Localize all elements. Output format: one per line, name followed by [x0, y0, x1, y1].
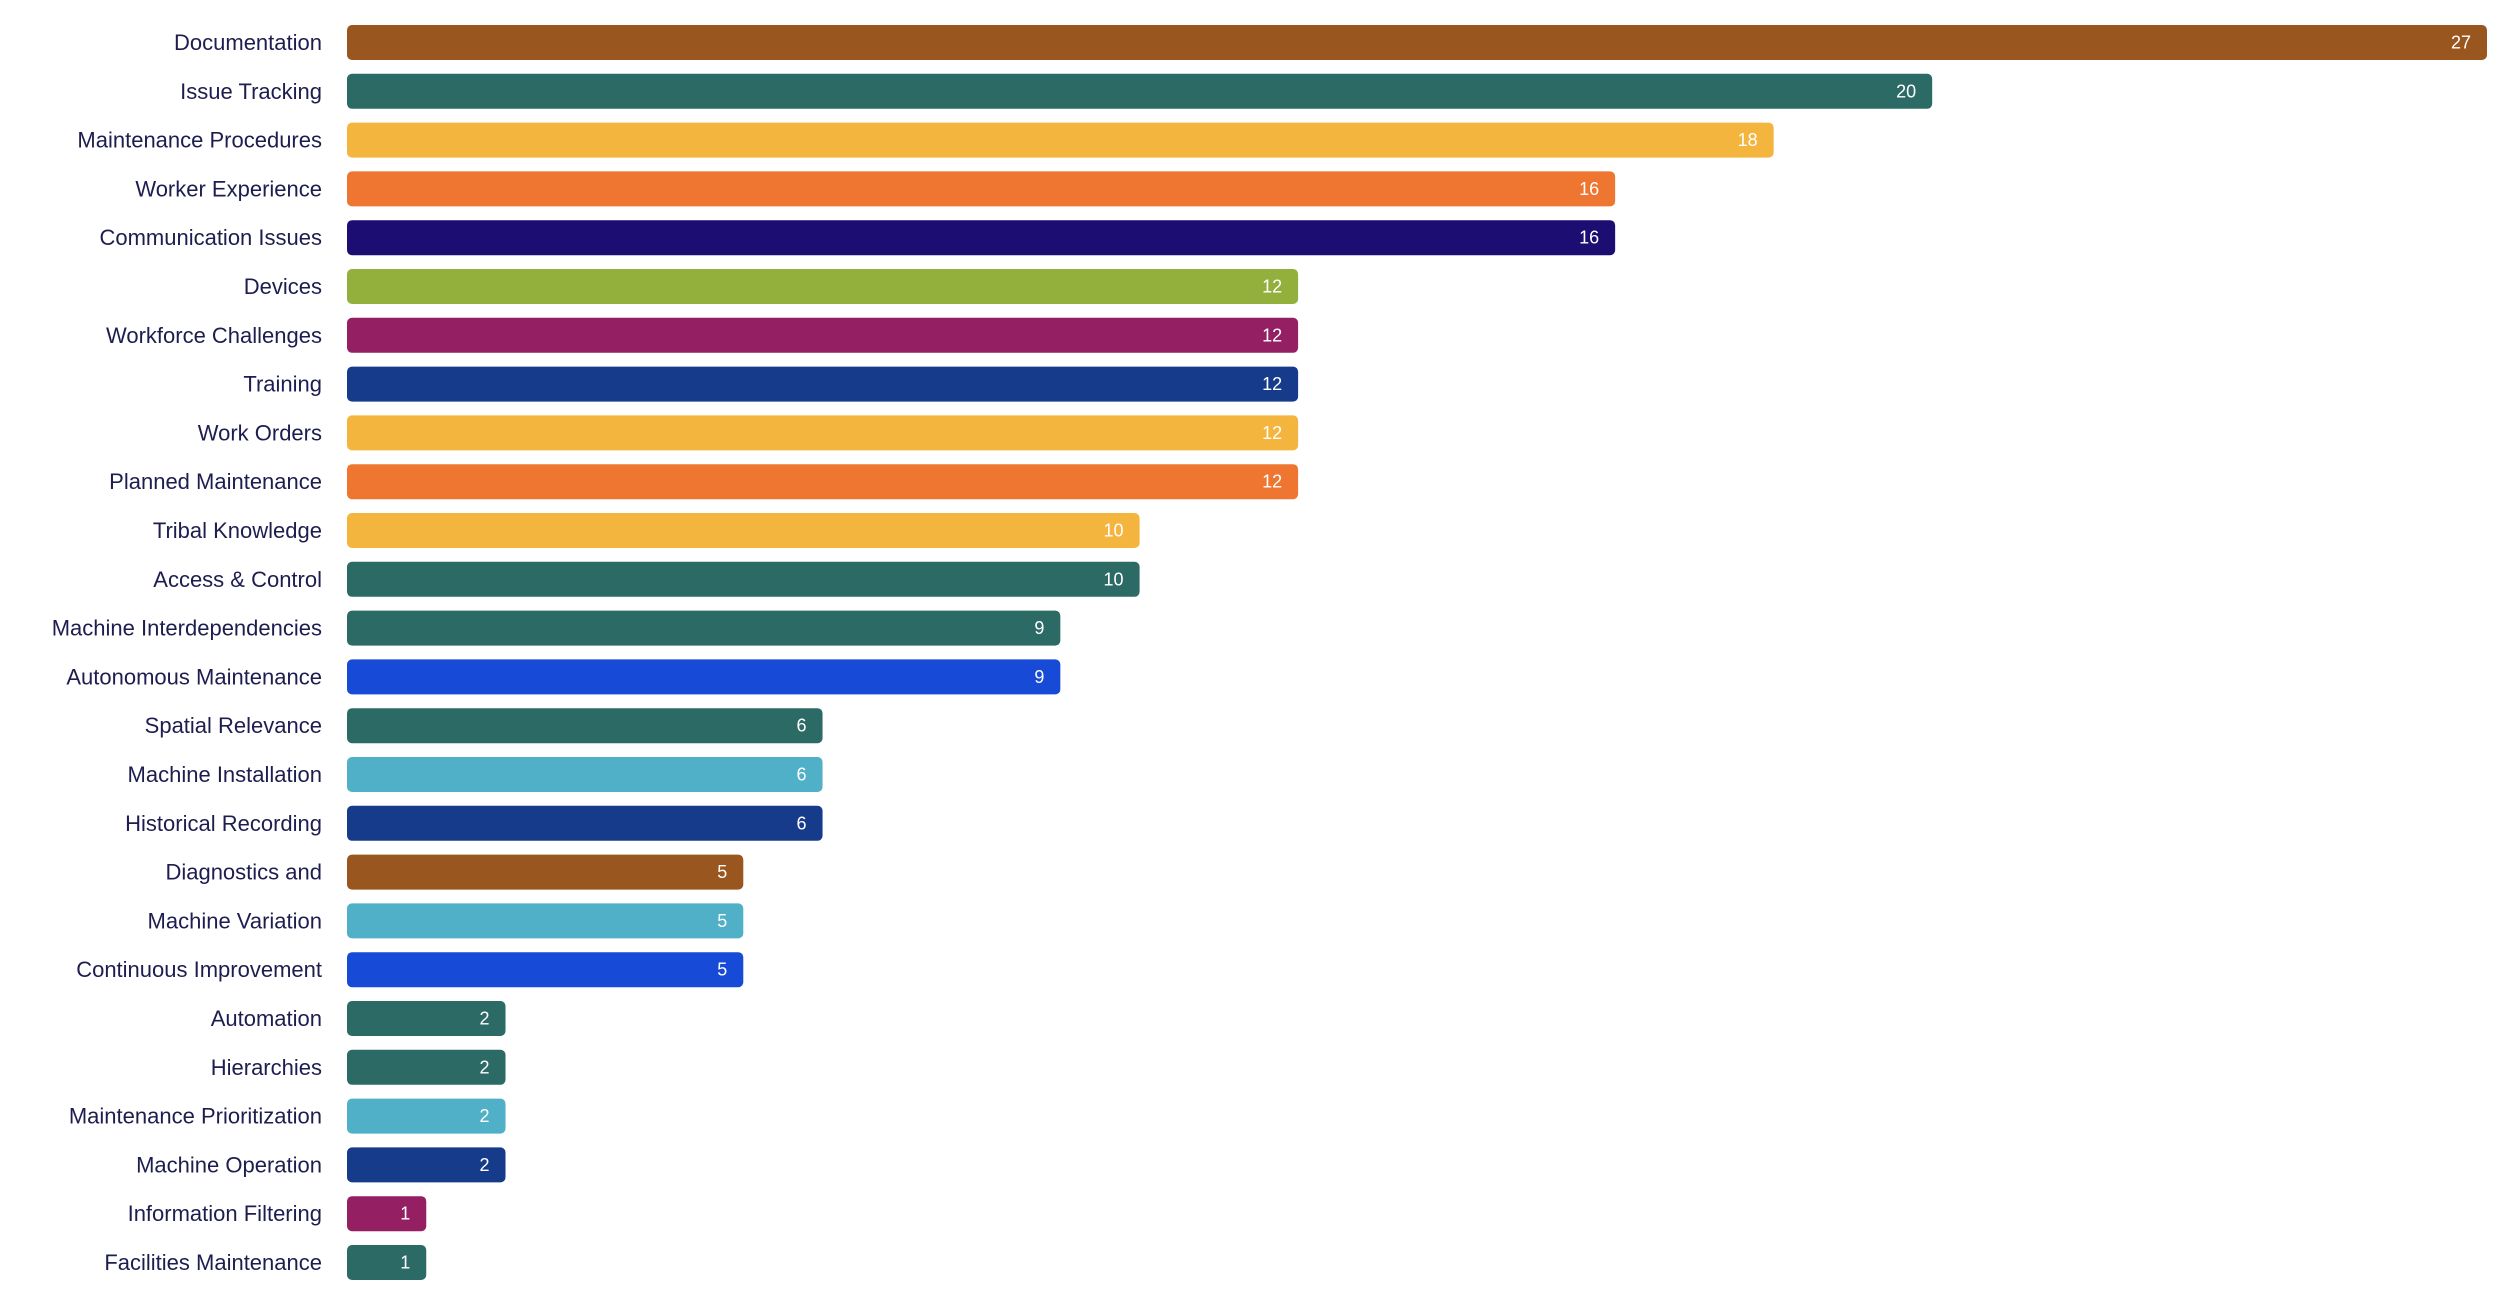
category-label: Maintenance Procedures: [77, 128, 322, 153]
bar-value-label: 12: [1262, 325, 1282, 345]
bar-value-label: 27: [2451, 33, 2471, 53]
bar-value-label: 6: [797, 765, 807, 785]
category-label: Tribal Knowledge: [153, 518, 322, 543]
bar[interactable]: [347, 73, 1933, 109]
bar[interactable]: [347, 659, 1061, 695]
bar[interactable]: [347, 1245, 427, 1280]
category-label: Training: [243, 372, 322, 397]
bar-value-label: 6: [797, 813, 807, 833]
bar[interactable]: [347, 1098, 506, 1134]
category-label: Historical Recording: [125, 811, 322, 836]
bar-value-label: 9: [1034, 667, 1044, 687]
bar[interactable]: [347, 610, 1061, 646]
category-label: Documentation: [174, 30, 322, 55]
category-label: Information Filtering: [128, 1201, 322, 1226]
bar[interactable]: [347, 1001, 506, 1036]
bar[interactable]: [347, 171, 1616, 207]
category-label: Workforce Challenges: [106, 323, 322, 348]
bar-value-label: 5: [717, 862, 727, 882]
category-label: Continuous Improvement: [76, 957, 322, 982]
category-label: Autonomous Maintenance: [66, 664, 322, 689]
bar[interactable]: [347, 1147, 506, 1183]
bar-value-label: 1: [400, 1253, 410, 1273]
bar-value-label: 9: [1034, 618, 1044, 638]
bars-layer: Documentation 27 Issue Tracking 20 Maintenan…: [52, 25, 2487, 1280]
bar[interactable]: [347, 513, 1140, 548]
bar-value-label: 12: [1262, 374, 1282, 394]
bar-value-label: 12: [1262, 277, 1282, 297]
category-label: Issue Tracking: [180, 79, 322, 104]
category-label: Facilities Maintenance: [104, 1250, 322, 1275]
category-label: Automation: [211, 1006, 322, 1031]
category-label: Hierarchies: [211, 1055, 322, 1080]
bar-value-label: 16: [1579, 228, 1599, 248]
bar[interactable]: [347, 1196, 427, 1232]
bar[interactable]: [347, 561, 1140, 597]
category-label: Machine Interdependencies: [52, 616, 322, 641]
bar-value-label: 5: [717, 960, 727, 980]
bar-value-label: 10: [1104, 521, 1124, 541]
category-label: Worker Experience: [135, 176, 322, 201]
bar-value-label: 16: [1579, 179, 1599, 199]
bar[interactable]: [347, 805, 823, 841]
bar-value-label: 2: [480, 1155, 490, 1175]
category-label: Machine Installation: [128, 762, 322, 787]
bar-value-label: 10: [1104, 569, 1124, 589]
bar[interactable]: [347, 854, 744, 890]
bar-value-label: 2: [480, 1106, 490, 1126]
bar[interactable]: [347, 122, 1774, 158]
bar-value-label: 5: [717, 911, 727, 931]
category-label: Machine Operation: [136, 1152, 322, 1177]
bar[interactable]: [347, 464, 1299, 500]
bar[interactable]: [347, 1049, 506, 1085]
bar-value-label: 12: [1262, 472, 1282, 492]
bar-value-label: 12: [1262, 423, 1282, 443]
bar-value-label: 20: [1896, 81, 1916, 101]
bar[interactable]: [347, 757, 823, 792]
bar-value-label: 2: [480, 1009, 490, 1029]
category-label: Machine Variation: [148, 908, 322, 933]
bar[interactable]: [347, 25, 2487, 60]
bar[interactable]: [347, 220, 1616, 256]
bar-value-label: 6: [797, 716, 807, 736]
bar[interactable]: [347, 415, 1299, 451]
category-label: Communication Issues: [99, 225, 322, 250]
category-label: Planned Maintenance: [109, 469, 322, 494]
category-label: Access & Control: [153, 567, 322, 592]
bar[interactable]: [347, 317, 1299, 353]
bar-value-label: 18: [1738, 130, 1758, 150]
bar-value-label: 1: [400, 1204, 410, 1224]
bar[interactable]: [347, 269, 1299, 304]
category-label: Spatial Relevance: [145, 713, 322, 738]
category-label: Devices: [244, 274, 322, 299]
bar[interactable]: [347, 708, 823, 744]
bar[interactable]: [347, 903, 744, 939]
bar[interactable]: [347, 366, 1299, 402]
bar-value-label: 2: [480, 1057, 490, 1077]
category-label: Diagnostics and: [165, 860, 322, 885]
category-label: Work Orders: [198, 420, 322, 445]
category-label: Maintenance Prioritization: [69, 1104, 322, 1129]
bar[interactable]: [347, 952, 744, 988]
